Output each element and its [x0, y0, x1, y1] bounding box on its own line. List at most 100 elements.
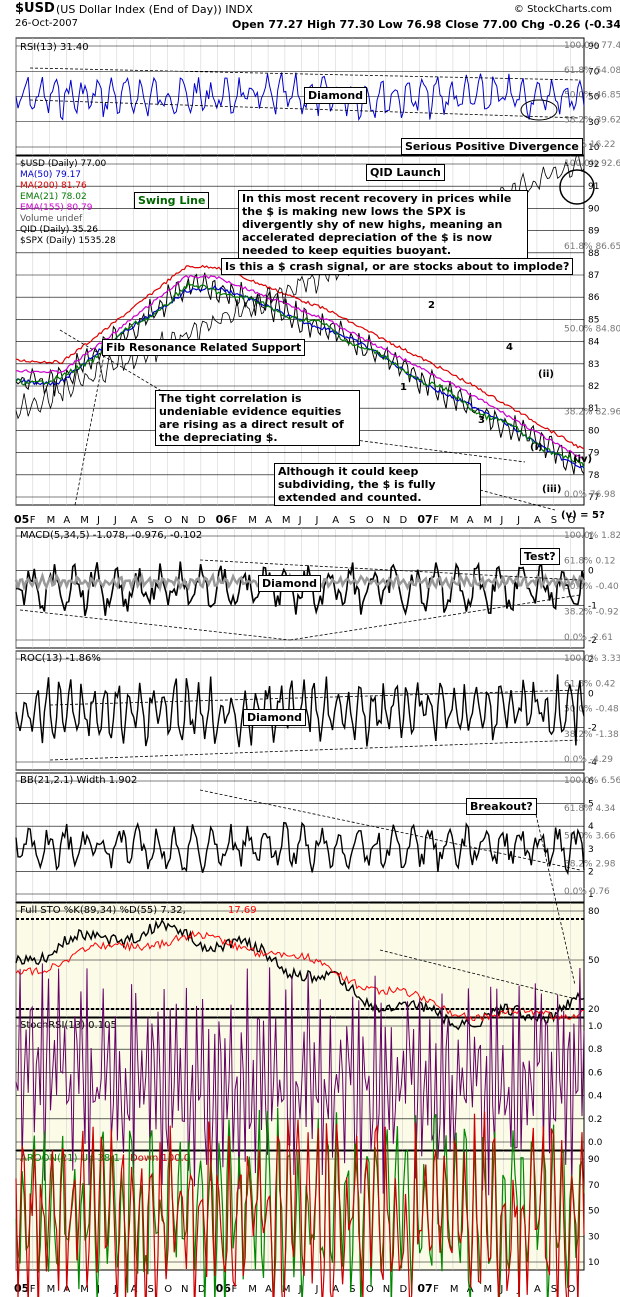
- trend-line: [74, 349, 106, 506]
- y-tick-label: 77: [588, 493, 599, 503]
- chart-header: $USD (US Dollar Index (End of Day)) INDX…: [0, 0, 620, 36]
- y-tick-label: 50: [588, 93, 600, 103]
- y-tick-label: -2: [588, 724, 597, 734]
- trend-line: [29, 99, 581, 119]
- price-legend-item: Volume undef: [20, 214, 83, 224]
- stochrsi-title: StochRSI(13) 0.105: [20, 1020, 117, 1031]
- x-tick-label: A: [265, 515, 272, 526]
- trend-line: [29, 67, 581, 81]
- y-tick-label: 88: [588, 249, 600, 259]
- y-tick-label: 90: [588, 42, 600, 52]
- trend-line: [479, 489, 556, 511]
- x-tick-label-bottom: J: [516, 1284, 520, 1295]
- y-tick-label: 70: [588, 1181, 600, 1191]
- fib-label: 50.0% 46.85: [564, 91, 620, 101]
- annotation-breakout: Breakout?: [466, 798, 537, 815]
- x-tick-label-bottom: J: [298, 1284, 302, 1295]
- macd-title: MACD(5,34,5) -1.078, -0.976, -0.102: [20, 530, 202, 541]
- x-tick-label-bottom: O: [568, 1284, 576, 1295]
- x-tick-label: O: [164, 515, 172, 526]
- x-tick-label: M: [47, 515, 56, 526]
- y-tick-label: 85: [588, 315, 599, 325]
- source-credit: © StockCharts.com: [513, 4, 612, 15]
- price-legend-item: EMA(21) 78.02: [20, 192, 87, 202]
- y-tick-label: -1: [588, 601, 597, 611]
- annotation-crash-question: Is this a $ crash signal, or are stocks …: [221, 258, 574, 275]
- x-tick-label-bottom: O: [366, 1284, 374, 1295]
- y-tick-label: 83: [588, 360, 599, 370]
- roc-title: ROC(13) -1.86%: [20, 653, 101, 664]
- fib-label: 61.8% 54.08: [564, 66, 620, 76]
- fib-label: 38.2% -0.92: [564, 608, 619, 618]
- fib-label: 0.0% -4.29: [564, 755, 613, 765]
- fib-label: 100.0% 92.63: [564, 159, 620, 169]
- y-tick-label: 50: [588, 956, 600, 966]
- x-tick-label-bottom: S: [349, 1284, 355, 1295]
- wave-label: (iv): [573, 454, 592, 465]
- x-tick-label-bottom: F: [433, 1284, 439, 1295]
- x-tick-label: M: [248, 515, 257, 526]
- annotation-swing-line: Swing Line: [134, 192, 210, 209]
- y-tick-label: 79: [588, 449, 600, 459]
- x-tick-label: J: [516, 515, 520, 526]
- aroon-up-line: [15, 1107, 585, 1297]
- y-tick-label: 87: [588, 271, 599, 281]
- annotation-subdividing-note: Although it could keep subdividing, the …: [274, 463, 481, 506]
- x-tick-label-bottom: A: [131, 1284, 138, 1295]
- x-tick-label-bottom: F: [30, 1284, 36, 1295]
- x-tick-label: A: [332, 515, 339, 526]
- x-tick-label: J: [499, 515, 503, 526]
- wave-label: 3: [478, 415, 485, 426]
- fib-label: 0.0% 0.76: [564, 887, 610, 897]
- y-tick-label: -4: [588, 758, 597, 768]
- ema155-line: [15, 274, 585, 462]
- x-tick-label-bottom: D: [198, 1284, 206, 1295]
- x-tick-label-bottom: D: [400, 1284, 408, 1295]
- y-tick-label: 81: [588, 404, 599, 414]
- sto-k-line: [15, 919, 585, 1031]
- x-tick-label: A: [467, 515, 474, 526]
- price-legend-item: $USD (Daily) 77.00: [20, 159, 107, 169]
- trend-line: [49, 739, 581, 761]
- fib-label: 100.0% 6.56: [564, 776, 620, 786]
- highlight-ellipse: [520, 99, 558, 121]
- fib-label: 50.0% -0.48: [564, 705, 619, 715]
- y-tick-label: 2: [588, 867, 594, 877]
- stochrsi-line: [15, 963, 585, 1196]
- y-tick-label: 3: [588, 845, 594, 855]
- x-tick-label-bottom: J: [113, 1284, 117, 1295]
- y-tick-label: 90: [588, 204, 600, 214]
- annotation-serious-divergence: Serious Positive Divergence: [401, 138, 583, 155]
- fib-label: 61.8% 0.12: [564, 557, 616, 567]
- y-tick-label: 0: [588, 689, 594, 699]
- fib-label: 50.0% 3.66: [564, 832, 616, 842]
- annotation-recovery-note: In this most recent recovery in prices w…: [238, 190, 528, 259]
- macd-line: [15, 561, 585, 616]
- y-tick-label: -2: [588, 636, 597, 646]
- x-tick-label-bottom: O: [164, 1284, 172, 1295]
- y-tick-label: 80: [588, 907, 600, 917]
- price-legend-item: QID (Daily) 35.26: [20, 225, 98, 235]
- fib-label: 0.0% -2.61: [564, 633, 613, 643]
- trend-line: [49, 689, 581, 706]
- rsi-line: [15, 72, 585, 122]
- wave-label: 2: [428, 300, 435, 311]
- x-tick-label-bottom: M: [484, 1284, 493, 1295]
- y-tick-label: 70: [588, 67, 600, 77]
- trend-line: [19, 609, 291, 641]
- symbol-description: (US Dollar Index (End of Day)) INDX: [56, 3, 253, 16]
- wave-label: 4: [506, 342, 513, 353]
- x-tick-label: J: [96, 515, 100, 526]
- trend-line: [354, 439, 526, 463]
- annotation-diamond-roc: Diamond: [243, 709, 307, 726]
- x-tick-label: M: [450, 515, 459, 526]
- y-tick-label: 0.6: [588, 1068, 603, 1078]
- annotation-diamond-rsi: Diamond: [304, 87, 368, 104]
- y-tick-label: 0.0: [588, 1138, 603, 1148]
- y-tick-label: 86: [588, 293, 600, 303]
- x-tick-label: 06: [216, 513, 232, 526]
- y-tick-label: 1: [588, 890, 594, 900]
- x-tick-label-bottom: M: [450, 1284, 459, 1295]
- ohlc-quote: Open 77.27 High 77.30 Low 76.98 Close 77…: [232, 18, 620, 31]
- annotation-qid-launch: QID Launch: [366, 164, 445, 181]
